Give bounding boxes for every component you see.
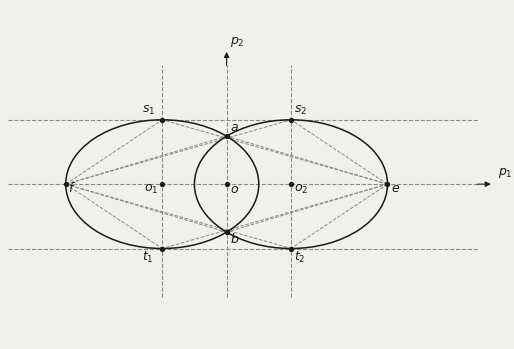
- Text: $b$: $b$: [230, 232, 239, 246]
- Text: $f$: $f$: [68, 181, 76, 195]
- Text: $o$: $o$: [230, 183, 239, 196]
- Text: $p_2$: $p_2$: [230, 35, 245, 49]
- Text: $p_1$: $p_1$: [498, 166, 513, 180]
- Text: $o_1$: $o_1$: [144, 183, 159, 196]
- Text: $t_2$: $t_2$: [294, 250, 306, 265]
- Text: $s_1$: $s_1$: [142, 104, 155, 117]
- Text: $a$: $a$: [230, 121, 238, 134]
- Text: $t_1$: $t_1$: [142, 250, 153, 265]
- Text: $s_2$: $s_2$: [294, 104, 307, 117]
- Text: $e$: $e$: [391, 182, 400, 195]
- Text: $o_2$: $o_2$: [294, 183, 308, 196]
